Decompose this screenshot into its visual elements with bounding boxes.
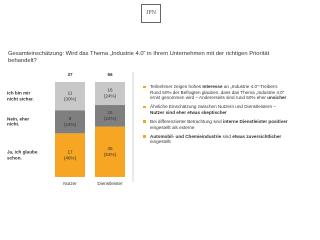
bar-segment — [55, 133, 85, 177]
slide: JPN Gesamteinschätzung: Wird das Thema „… — [7, 4, 290, 187]
bullet-text: Automobil- und Chemieindustrie — [150, 133, 222, 139]
bullet-list: Teilnehmer zeigen hohes Interesse an „In… — [142, 84, 290, 148]
x-tick-label: Dienstleister — [97, 181, 123, 186]
value-label: 15 — [107, 110, 113, 115]
bullet-text: interne Dienstleister positiver — [222, 118, 288, 124]
value-label: 9 — [69, 116, 72, 121]
bullet-text: an „Industrie 4.0“-Treibern: Rund 50% de… — [150, 84, 285, 101]
bullet-text: Interesse — [202, 84, 223, 89]
legend-label: Ich bin mir nicht sicher. — [7, 90, 34, 102]
bullet-text: eingestellt — [150, 139, 171, 145]
value-label: 35 — [107, 146, 113, 151]
bullet-text: Bei differenzierter Betrachtung sind — [150, 118, 223, 124]
bullet-text: eingestellt als externe — [150, 124, 195, 130]
total-label: 37 — [67, 72, 73, 77]
bullet-text: Ähnliche Einschätzung zwischen Nutzern u… — [150, 104, 276, 110]
logo: JPN — [141, 4, 161, 23]
value-label: 11 — [68, 90, 73, 95]
bullet: Teilnehmer zeigen hohes Interesse an „In… — [142, 84, 290, 101]
bar-segment — [95, 105, 125, 127]
value-label: 16 — [107, 88, 113, 93]
value-label: 17 — [67, 149, 73, 154]
total-label: 66 — [107, 72, 113, 77]
legend-label: Ja, ich glaube schon. — [7, 149, 38, 161]
bullet-text: Teilnehmer zeigen hohes — [150, 84, 203, 89]
bullet: Bei differenzierter Betrachtung sind int… — [142, 119, 290, 130]
bullet-text: sind — [221, 133, 233, 139]
bar-segment — [95, 126, 125, 177]
percent-label: (24%) — [104, 94, 117, 99]
bullet-text: Nutzer sind eher etwas skeptischer — [150, 109, 227, 115]
bullet: Ähnliche Einschätzung zwischen Nutzern u… — [142, 104, 290, 115]
bullet: Automobil- und Chemieindustrie sind etwa… — [142, 134, 290, 145]
percent-label: (22%) — [104, 116, 117, 121]
percent-label: (46%) — [64, 155, 77, 160]
x-tick-label: Nutzer — [63, 181, 77, 186]
bar-segment — [55, 110, 85, 134]
slide-title: Gesamteinschätzung: Wird das Thema „Indu… — [8, 51, 270, 64]
legend-label: Nein, eher nicht. — [7, 116, 30, 127]
bar-segment — [95, 82, 125, 106]
percent-label: (24%) — [64, 122, 77, 127]
bullet-text: etwas zuversichtlicher — [232, 133, 282, 139]
percent-label: (30%) — [64, 96, 77, 101]
percent-label: (53%) — [104, 152, 117, 157]
bullet-text: unsicher — [267, 95, 287, 101]
chart: 37Nutzer17(46%)9(24%)11(30%)66Dienstleis… — [55, 72, 134, 186]
bar-segment — [55, 82, 85, 111]
